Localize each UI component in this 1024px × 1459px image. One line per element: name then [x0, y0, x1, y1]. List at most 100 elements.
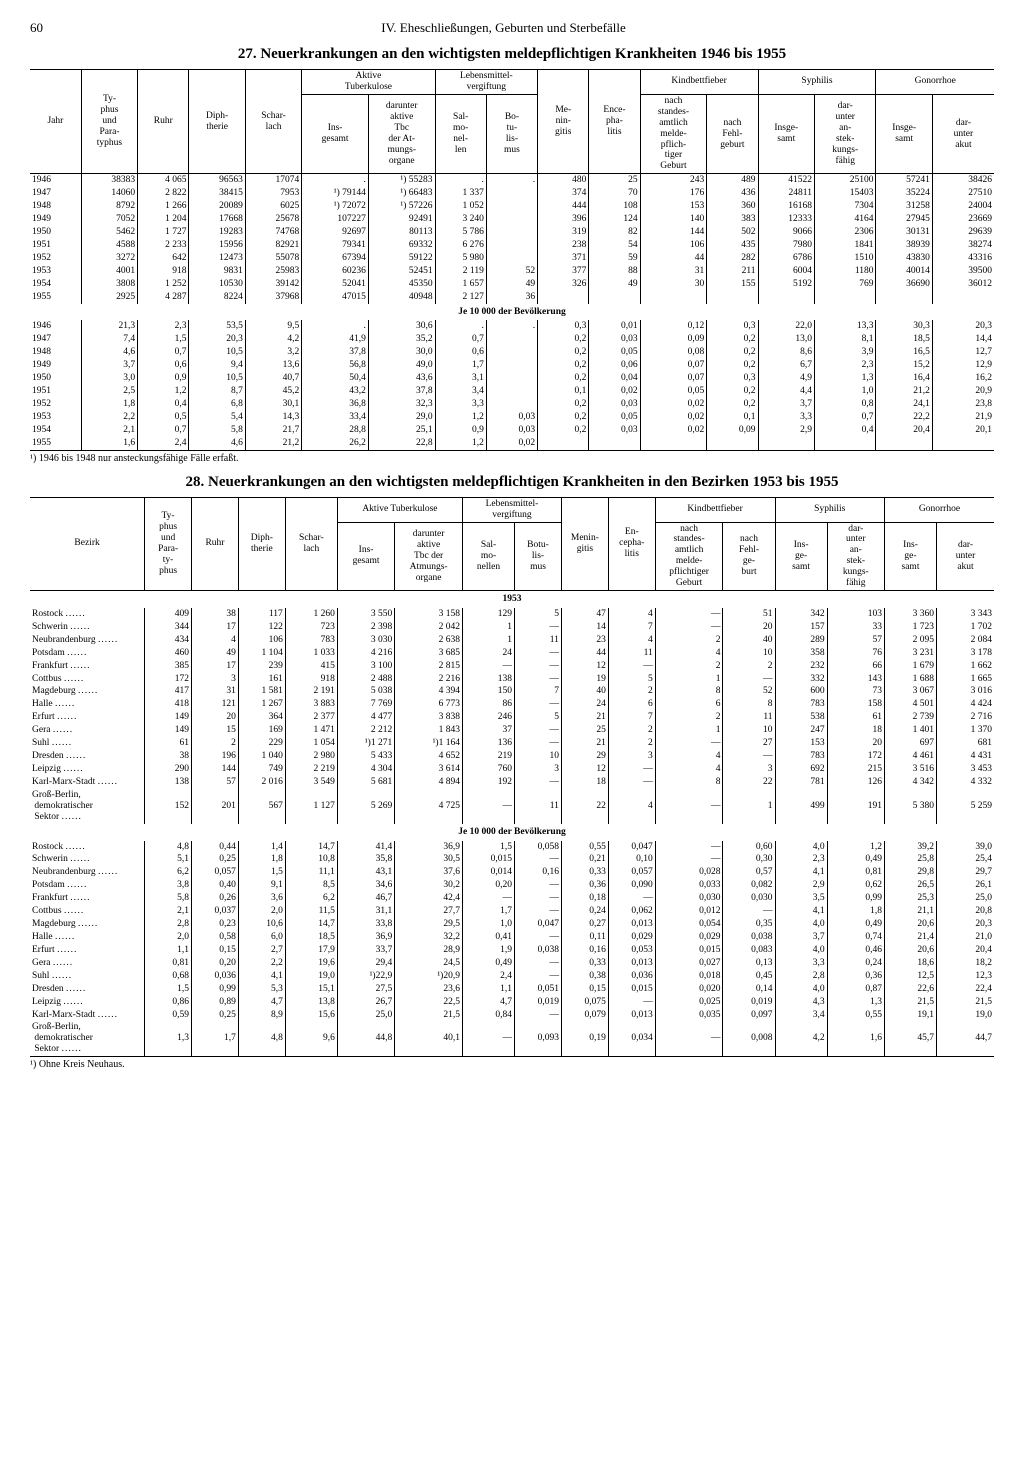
cell: 3: [515, 763, 562, 776]
cell: 1,3: [827, 996, 884, 1009]
cell: 122: [238, 621, 285, 634]
cell: 1 054: [285, 737, 337, 750]
cell: 4: [608, 634, 655, 647]
cell: 0,2: [538, 346, 589, 359]
cell: 24004: [932, 200, 994, 213]
cell: 31: [192, 685, 239, 698]
cell: 0,5: [138, 411, 189, 424]
table28-footnote: ¹) Ohne Kreis Neuhaus.: [30, 1059, 994, 1070]
cell: 4,1: [775, 905, 827, 918]
cell: 15956: [189, 239, 245, 252]
cell: 26,7: [337, 996, 394, 1009]
cell: [932, 291, 994, 304]
cell: 56,8: [302, 359, 369, 372]
district-label: Halle ......: [30, 698, 145, 711]
cell: 0,55: [827, 1009, 884, 1022]
cell: 5 433: [337, 750, 394, 763]
cell: 158: [827, 698, 884, 711]
cell: 24,1: [876, 398, 932, 411]
cell: 0,7: [435, 333, 486, 346]
district-label: Cottbus ......: [30, 673, 145, 686]
h28-syph-ins: Ins-ge-samt: [775, 522, 827, 591]
cell: 783: [775, 750, 827, 763]
cell: 0,02: [640, 424, 707, 437]
cell: 0,57: [723, 866, 775, 879]
cell: 52451: [368, 265, 435, 278]
cell: 2 119: [435, 265, 486, 278]
cell: 5 681: [337, 776, 394, 789]
cell: 14: [561, 621, 608, 634]
cell: 10530: [189, 278, 245, 291]
cell: 232: [775, 660, 827, 673]
cell: 20,3: [932, 320, 994, 333]
cell: 0,40: [192, 879, 239, 892]
cell: 1 581: [238, 685, 285, 698]
cell: 14,4: [932, 333, 994, 346]
cell: 17074: [245, 174, 301, 187]
cell: 3,4: [775, 1009, 827, 1022]
cell: 0,07: [640, 359, 707, 372]
cell: 1 033: [285, 647, 337, 660]
cell: 169: [238, 724, 285, 737]
h-menin: Me-nin-gitis: [538, 70, 589, 174]
cell: 0,3: [707, 320, 758, 333]
cell: 24: [462, 647, 514, 660]
cell: 21,7: [245, 424, 301, 437]
cell: 4 342: [884, 776, 936, 789]
cell: 1,5: [145, 983, 192, 996]
cell: 35,2: [368, 333, 435, 346]
cell: 2 216: [395, 673, 463, 686]
district-label: Schwerin ......: [30, 621, 145, 634]
cell: 4 725: [395, 789, 463, 824]
cell: 20,6: [884, 918, 936, 931]
cell: 18,5: [285, 931, 337, 944]
cell: 20,4: [937, 944, 994, 957]
cell: 319: [538, 226, 589, 239]
cell: 31258: [876, 200, 932, 213]
cell: 52: [723, 685, 775, 698]
cell: 22,6: [884, 983, 936, 996]
h-ence: Ence-pha-litis: [589, 70, 640, 174]
district-label: Groß-Berlin, demokratischer Sektor .....…: [30, 789, 145, 824]
cell: 107227: [302, 213, 369, 226]
cell: 33,7: [337, 944, 394, 957]
cell: 0,2: [707, 385, 758, 398]
cell: —: [462, 660, 514, 673]
cell: 4 431: [937, 750, 994, 763]
h-jahr: Jahr: [30, 70, 81, 174]
cell: 176: [640, 187, 707, 200]
cell: 781: [775, 776, 827, 789]
cell: 70: [589, 187, 640, 200]
cell: 12,3: [937, 970, 994, 983]
cell: 53,5: [189, 320, 245, 333]
cell: —: [723, 750, 775, 763]
cell: 211: [707, 265, 758, 278]
cell: 1 843: [395, 724, 463, 737]
cell: 1: [462, 634, 514, 647]
cell: 6004: [758, 265, 814, 278]
cell: 0,68: [145, 970, 192, 983]
cell: 10,5: [189, 372, 245, 385]
cell: —: [515, 931, 562, 944]
cell: 246: [462, 711, 514, 724]
cell: 499: [775, 789, 827, 824]
cell: 0,035: [655, 1009, 723, 1022]
cell: 7953: [245, 187, 301, 200]
cell: 4164: [814, 213, 876, 226]
cell: 0,07: [640, 372, 707, 385]
cell: 32,2: [395, 931, 463, 944]
table-row: Rostock ......409381171 2603 5503 158129…: [30, 608, 994, 621]
cell: 1: [655, 673, 723, 686]
cell: [814, 437, 876, 450]
cell: 5 259: [937, 789, 994, 824]
cell: [486, 346, 537, 359]
cell: 14,7: [285, 841, 337, 854]
cell: 43830: [876, 252, 932, 265]
cell: 1: [723, 789, 775, 824]
table-row: Potsdam ......3,80,409,18,534,630,20,20—…: [30, 879, 994, 892]
year-label: 1949: [30, 213, 81, 226]
cell: 49: [589, 278, 640, 291]
cell: 47015: [302, 291, 369, 304]
cell: 21,5: [395, 1009, 463, 1022]
cell: 15,6: [285, 1009, 337, 1022]
